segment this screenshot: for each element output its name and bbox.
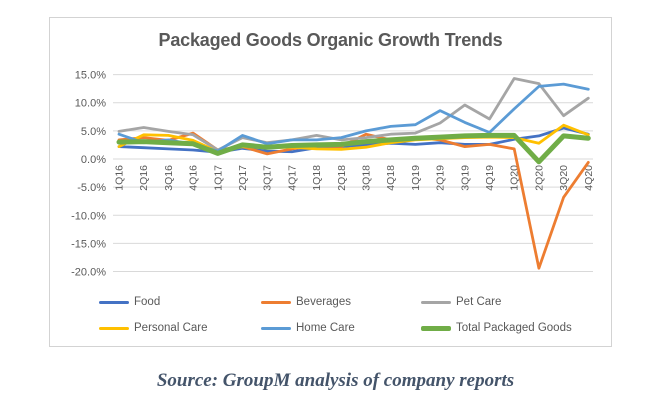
y-tick-label: 5.0% [81,126,106,138]
x-tick-label: 3Q16 [163,165,175,191]
chart-title: Packaged Goods Organic Growth Trends [158,30,503,50]
x-tick-label: 2Q16 [138,165,150,191]
legend-label: Food [134,296,161,308]
x-tick-label: 2Q17 [237,165,249,191]
y-tick-label: 10.0% [75,98,106,110]
legend-swatch-icon [261,326,291,330]
x-tick-label: 3Q18 [361,165,373,191]
legend-label: Home Care [296,322,355,334]
series-line-total-packaged-goods [116,132,591,165]
chart-panel: 15.0% 10.0% 5.0% 0.0% -5.0% -10.0% -15.0% -20.0… [49,17,612,347]
x-tick-label: 4Q17 [286,165,298,191]
legend-item-personal-care: Personal Care [99,321,261,335]
legend-item-home-care: Home Care [261,321,421,335]
y-tick-label: -10.0% [71,210,106,222]
legend-swatch-icon [261,300,291,304]
line-chart-plot: 15.0% 10.0% 5.0% 0.0% -5.0% -10.0% -15.0% -20.0… [71,70,595,279]
chart-legend: Food Beverages Pet Care Personal Care Home C… [99,295,572,335]
legend-label: Pet Care [456,296,502,308]
x-axis-labels: 1Q16 2Q16 3Q16 4Q16 1Q17 2Q17 3Q17 4Q17 1Q18 2Q18… [114,165,595,191]
legend-swatch-icon [421,300,451,304]
x-tick-label: 1Q16 [114,165,126,191]
legend-label: Personal Care [134,322,208,334]
x-tick-label: 1Q19 [410,165,422,191]
x-tick-label: 2Q19 [435,165,447,191]
y-tick-label: 15.0% [75,70,106,82]
series-line-beverages [117,131,590,270]
series-line-food [117,126,590,154]
x-tick-label: 4Q20 [583,165,595,191]
y-tick-label: -15.0% [71,238,106,250]
x-tick-label: 4Q16 [188,165,200,191]
legend-label: Beverages [296,296,351,308]
legend-item-total-packaged-goods: Total Packaged Goods [421,321,572,335]
gridlines [113,74,593,273]
y-tick-label: -20.0% [71,267,106,279]
series-lines [116,77,591,270]
x-tick-label: 2Q18 [336,165,348,191]
legend-item-beverages: Beverages [261,295,421,309]
legend-swatch-icon [99,326,129,330]
x-tick-label: 4Q19 [484,165,496,191]
legend-label: Total Packaged Goods [456,322,572,334]
x-tick-label: 3Q19 [459,165,471,191]
y-tick-label: -5.0% [77,182,106,194]
x-tick-label: 3Q17 [262,165,274,191]
x-tick-label: 1Q17 [212,165,224,191]
legend-item-food: Food [99,295,261,309]
legend-swatch-icon [421,325,451,331]
y-axis-labels: 15.0% 10.0% 5.0% 0.0% -5.0% -10.0% -15.0% -20.0… [71,70,106,279]
x-tick-label: 2Q20 [533,165,545,191]
legend-swatch-icon [99,300,129,304]
x-tick-label: 3Q20 [558,165,570,191]
y-tick-label: 0.0% [81,154,106,166]
x-tick-label: 1Q18 [311,165,323,191]
series-line-pet-care [117,77,590,152]
x-tick-label: 4Q18 [385,165,397,191]
legend-item-pet-care: Pet Care [421,295,572,309]
source-note: Source: GroupM analysis of company repor… [156,370,515,391]
